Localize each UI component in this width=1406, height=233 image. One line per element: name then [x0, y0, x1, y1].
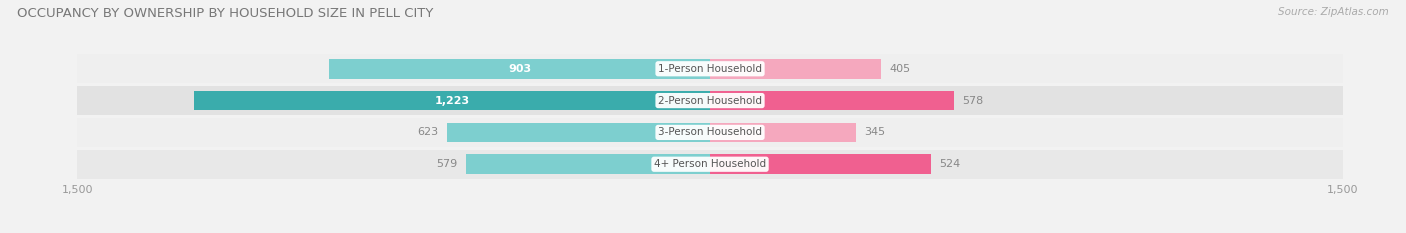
Text: 903: 903	[508, 64, 531, 74]
Text: 579: 579	[436, 159, 457, 169]
Bar	[465, 154, 710, 174]
Bar	[77, 86, 1343, 115]
Bar	[77, 118, 1343, 147]
Text: 524: 524	[939, 159, 960, 169]
Text: Source: ZipAtlas.com: Source: ZipAtlas.com	[1278, 7, 1389, 17]
Bar	[447, 123, 710, 142]
Bar	[710, 91, 953, 110]
Bar	[710, 59, 882, 79]
Text: 345: 345	[863, 127, 886, 137]
Text: 3-Person Household: 3-Person Household	[658, 127, 762, 137]
Text: 1,223: 1,223	[434, 96, 470, 106]
Text: 405: 405	[890, 64, 911, 74]
Text: 578: 578	[962, 96, 984, 106]
Bar	[710, 123, 856, 142]
Text: 2-Person Household: 2-Person Household	[658, 96, 762, 106]
Text: OCCUPANCY BY OWNERSHIP BY HOUSEHOLD SIZE IN PELL CITY: OCCUPANCY BY OWNERSHIP BY HOUSEHOLD SIZE…	[17, 7, 433, 20]
Bar	[710, 154, 931, 174]
Text: 623: 623	[418, 127, 439, 137]
Bar	[77, 54, 1343, 83]
Text: 4+ Person Household: 4+ Person Household	[654, 159, 766, 169]
Bar	[194, 91, 710, 110]
Text: 1-Person Household: 1-Person Household	[658, 64, 762, 74]
Bar	[77, 150, 1343, 179]
Bar	[329, 59, 710, 79]
